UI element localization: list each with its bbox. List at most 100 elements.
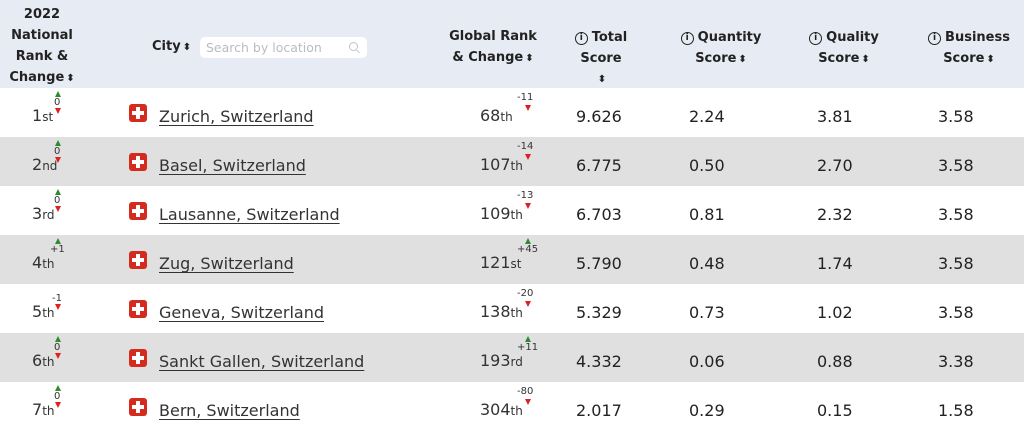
global-up-arrow-icon: [525, 336, 531, 342]
global-rank-change: -11: [517, 92, 534, 103]
business-score: 3.38: [938, 352, 974, 371]
global-down-arrow-icon: [525, 399, 531, 405]
business-score: 3.58: [938, 254, 974, 273]
national-rank: 2nd: [32, 155, 58, 174]
business-score: 1.58: [938, 401, 974, 420]
global-rank-change: -20: [517, 288, 534, 299]
quantity-score-header[interactable]: i Quantity Score ⬍: [676, 27, 766, 70]
global-rank: 193rd: [480, 351, 523, 370]
national-rank: 4th: [32, 253, 55, 272]
search-box[interactable]: [200, 37, 367, 58]
swiss-flag-icon: [129, 251, 147, 269]
info-icon[interactable]: i: [928, 32, 942, 45]
national-rank: 6th: [32, 351, 55, 370]
sort-icon[interactable]: ⬍: [525, 53, 534, 64]
national-rank-change: 0: [54, 146, 61, 157]
sort-icon[interactable]: ⬍: [861, 54, 870, 65]
global-down-arrow-icon: [525, 301, 531, 307]
business-score: 3.58: [938, 303, 974, 322]
quantity-score: 0.48: [689, 254, 725, 273]
total-score: 4.332: [576, 352, 622, 371]
quality-score: 0.88: [817, 352, 853, 371]
total-score: 5.790: [576, 254, 622, 273]
national-rank: 3rd: [32, 204, 55, 223]
city-link[interactable]: Geneva, Switzerland: [159, 303, 324, 322]
national-rank-change: -1: [52, 293, 62, 304]
rank-up-arrow-icon: [55, 238, 61, 244]
global-down-arrow-icon: [525, 203, 531, 209]
total-score: 6.703: [576, 205, 622, 224]
quality-score: 3.81: [817, 107, 853, 126]
national-rank: 1st: [32, 106, 54, 125]
global-down-arrow-icon: [525, 154, 531, 160]
sort-icon[interactable]: ⬍: [597, 74, 607, 85]
info-icon[interactable]: i: [680, 32, 694, 45]
quantity-score: 0.06: [689, 352, 725, 371]
quantity-score: 0.29: [689, 401, 725, 420]
swiss-flag-icon: [129, 398, 147, 416]
search-input[interactable]: [200, 37, 346, 58]
info-icon[interactable]: i: [574, 32, 588, 45]
global-rank: 121st: [480, 253, 522, 272]
swiss-flag-icon: [129, 202, 147, 220]
city-link[interactable]: Basel, Switzerland: [159, 156, 306, 175]
city-link[interactable]: Zurich, Switzerland: [159, 107, 314, 126]
sort-icon[interactable]: ⬍: [182, 42, 192, 53]
city-link[interactable]: Lausanne, Switzerland: [159, 205, 340, 224]
global-rank-change: +45: [517, 244, 539, 255]
quantity-score: 0.73: [689, 303, 725, 322]
rank-down-arrow-icon: [55, 206, 61, 212]
quality-score: 1.02: [817, 303, 853, 322]
table-header: 2022 National Rank & Change⬍ City⬍ Globa…: [0, 0, 1024, 88]
global-down-arrow-icon: [525, 105, 531, 111]
city-link[interactable]: Sankt Gallen, Switzerland: [159, 352, 365, 371]
global-rank-header[interactable]: Global Rank & Change ⬍: [449, 29, 537, 65]
sort-icon[interactable]: ⬍: [986, 54, 995, 65]
global-up-arrow-icon: [525, 238, 531, 244]
national-rank-header[interactable]: 2022 National Rank & Change ⬍: [9, 7, 75, 85]
table-body: 1st 0 Zurich, Switzerland 68th -11 9.626 2.24 3…: [0, 88, 1024, 431]
business-score: 3.58: [938, 107, 974, 126]
business-score-header[interactable]: i Business Score ⬍: [924, 27, 1014, 70]
search-icon[interactable]: [349, 42, 358, 51]
quality-score: 1.74: [817, 254, 853, 273]
rank-down-arrow-icon: [55, 108, 61, 114]
swiss-flag-icon: [129, 104, 147, 122]
global-rank-change: -80: [517, 386, 534, 397]
table-row: 3rd 0 Lausanne, Switzerland 109th -13 6.703 0.…: [0, 186, 1024, 235]
sort-icon[interactable]: ⬍: [66, 73, 75, 84]
rank-down-arrow-icon: [55, 157, 61, 163]
info-icon[interactable]: i: [809, 32, 823, 45]
global-rank-change: -13: [517, 190, 534, 201]
total-score: 2.017: [576, 401, 622, 420]
rank-down-arrow-icon: [55, 402, 61, 408]
rank-up-arrow-icon: [55, 140, 61, 146]
quantity-score: 2.24: [689, 107, 725, 126]
quantity-score: 0.50: [689, 156, 725, 175]
global-rank: 107th: [480, 155, 523, 174]
total-score: 5.329: [576, 303, 622, 322]
total-score-header[interactable]: i Total Score ⬍: [553, 27, 649, 90]
swiss-flag-icon: [129, 349, 147, 367]
rank-up-arrow-icon: [55, 189, 61, 195]
global-rank: 138th: [480, 302, 523, 321]
national-rank-change: +1: [50, 244, 65, 255]
table-row: 5th -1 Geneva, Switzerland 138th -20 5.329 0.7…: [0, 284, 1024, 333]
business-score: 3.58: [938, 205, 974, 224]
quantity-score: 0.81: [689, 205, 725, 224]
national-rank-change: 0: [54, 391, 61, 402]
national-rank-change: 0: [54, 342, 61, 353]
city-link[interactable]: Bern, Switzerland: [159, 401, 300, 420]
total-score: 6.775: [576, 156, 622, 175]
sort-icon[interactable]: ⬍: [738, 54, 747, 65]
national-rank: 7th: [32, 400, 55, 419]
city-header[interactable]: City ⬍: [152, 39, 192, 54]
table-row: 2nd 0 Basel, Switzerland 107th -14 6.775 0.50 2…: [0, 137, 1024, 186]
swiss-flag-icon: [129, 153, 147, 171]
rank-up-arrow-icon: [55, 385, 61, 391]
city-link[interactable]: Zug, Switzerland: [159, 254, 294, 273]
quality-score-header[interactable]: i Quality Score ⬍: [803, 27, 885, 70]
table-row: 4th +1 Zug, Switzerland 121st +45 5.790 0.48 1.…: [0, 235, 1024, 284]
global-rank: 109th: [480, 204, 523, 223]
